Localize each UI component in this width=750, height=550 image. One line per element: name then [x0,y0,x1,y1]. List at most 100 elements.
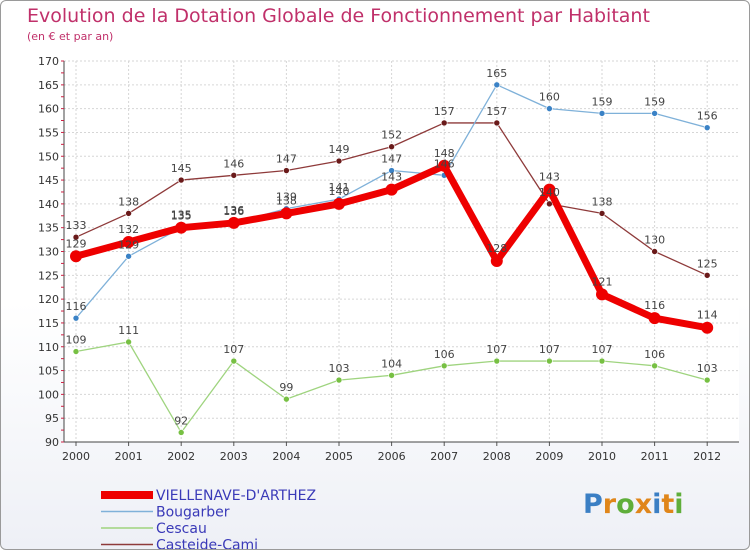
data-label: 159 [644,95,665,108]
y-tick-label: 155 [38,126,59,139]
data-label: 106 [644,348,665,361]
x-tick-label: 2011 [641,450,669,463]
series-point [440,119,448,127]
axes: 90 95 100 105 110 115 120 125 130 135 140 145 150 155… [38,55,739,463]
series-point [648,312,661,325]
data-label: 107 [539,343,560,356]
data-labels: 129 132 135 136 138 140 143 148 128 143 121 116 114 1… [66,67,718,428]
legend-label: Bougarber [156,505,230,521]
series-point [388,143,395,151]
data-label: 143 [381,171,402,184]
series-point [72,348,80,355]
data-label: 138 [592,195,613,208]
series-point [651,248,658,255]
y-tick-label: 135 [38,222,59,235]
data-label: 133 [66,219,87,232]
data-label: 136 [223,205,244,218]
series-point [283,167,290,174]
series-point [651,362,658,370]
y-tick-label: 90 [45,436,59,449]
logo-letter: P [583,489,603,520]
x-tick-label: 2007 [430,450,458,463]
data-label: 152 [381,129,402,142]
data-label: 157 [434,105,455,118]
series-point [230,357,238,365]
x-tick-label: 2001 [115,450,143,463]
data-label: 107 [592,343,613,356]
series-point [230,172,238,179]
y-tick-label: 145 [38,174,59,187]
data-label: 141 [329,181,350,194]
data-label: 109 [66,334,87,347]
data-label: 116 [66,300,87,313]
y-tick-label: 170 [38,55,59,68]
data-label: 92 [174,414,188,427]
logo-letter: r [602,489,617,520]
series-point [598,110,606,117]
data-label: 156 [697,110,718,123]
data-label: 104 [381,357,402,370]
series-point [283,395,290,403]
x-tick-label: 2002 [167,450,195,463]
legend-label: Casteide-Cami [156,538,258,550]
series-point [177,176,185,184]
data-label: 139 [276,191,297,204]
data-label: 138 [118,195,139,208]
series-point [125,252,132,260]
y-tick-label: 100 [38,388,59,401]
x-tick-label: 2008 [483,450,511,463]
data-label: 99 [279,381,293,394]
data-label: 111 [118,324,139,337]
series-point [493,119,501,127]
data-label: 140 [539,186,560,199]
data-label: 148 [434,147,455,160]
data-label: 146 [434,157,455,170]
series-point [227,216,240,229]
series-point [385,183,398,196]
series-point [543,183,556,196]
y-tick-label: 105 [38,365,59,378]
series-point [438,159,451,172]
series-point [335,157,343,165]
series-point [596,288,608,301]
series-point [490,255,503,268]
data-label: 129 [66,237,87,250]
series-point [335,376,343,384]
data-label: 146 [223,157,244,170]
series-point [493,357,501,365]
data-label: 121 [592,275,613,288]
data-label: 136 [223,204,244,217]
y-tick-label: 160 [38,103,59,116]
series-point [125,338,132,346]
series-point [72,233,80,241]
y-tick-label: 120 [38,293,59,306]
data-label: 157 [486,105,507,118]
data-label: 159 [592,95,613,108]
series-point [703,376,711,384]
series-point [388,167,395,174]
data-label: 132 [118,223,139,236]
data-label: 140 [329,185,350,198]
x-tick-label: 2000 [62,450,90,463]
data-label: 114 [697,309,718,322]
data-label: 143 [539,171,560,184]
y-tick-label: 115 [38,317,59,330]
data-label: 128 [486,242,507,255]
chart-subtitle: (en € et par an) [27,30,114,43]
y-tick-label: 125 [38,269,59,282]
legend: VIELLENAVE-D'ARTHEZBougarberCescauCastei… [101,488,316,550]
proxiti-logo: Proxiti [583,489,684,520]
data-label: 107 [223,343,244,356]
series-point [280,207,293,220]
series-point [125,210,132,217]
data-label: 106 [434,348,455,361]
series-point [72,314,80,322]
series-point [701,321,714,334]
data-label: 135 [171,210,192,223]
chart-title: Evolution de la Dotation Globale de Fonc… [27,5,650,27]
logo-letter: i [674,489,684,520]
legend-label: Cescau [156,521,207,537]
y-tick-label: 150 [38,150,59,163]
